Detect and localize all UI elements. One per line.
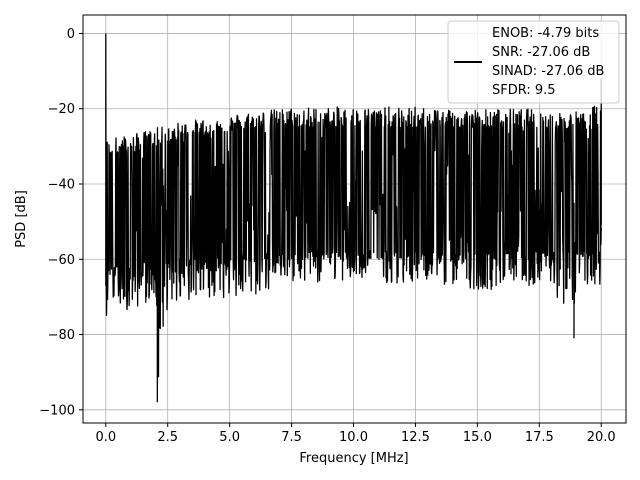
x-axis: 0.0 2.5 5.0 7.5 10.0 12.5 15.0 17.5 20.0 xyxy=(95,423,616,445)
x-tick-label: 2.5 xyxy=(157,430,178,445)
legend-entry: ENOB: -4.79 bits xyxy=(492,26,599,41)
y-tick-label: −60 xyxy=(48,253,75,268)
x-tick-label: 12.5 xyxy=(401,430,430,445)
legend-entry: SFDR: 9.5 xyxy=(492,83,556,98)
y-axis: 0 −20 −40 −60 −80 −100 xyxy=(39,27,83,418)
y-axis-title: PSD [dB] xyxy=(14,190,29,248)
x-axis-title: Frequency [MHz] xyxy=(299,451,408,466)
legend-box xyxy=(447,20,620,104)
axes-frame xyxy=(82,14,627,424)
legend-entry: SINAD: -27.06 dB xyxy=(492,64,604,79)
x-tick-label: 7.5 xyxy=(281,430,302,445)
x-tick-label: 10.0 xyxy=(339,430,368,445)
x-tick-label: 5.0 xyxy=(219,430,240,445)
x-tick-label: 20.0 xyxy=(587,430,616,445)
y-tick-label: −20 xyxy=(48,102,75,117)
y-tick-label: −80 xyxy=(48,328,75,343)
x-tick-label: 0.0 xyxy=(95,430,116,445)
plot-area xyxy=(105,33,602,403)
y-tick-label: −100 xyxy=(39,403,75,418)
psd-series-line xyxy=(105,33,602,403)
legend-entry: SNR: -27.06 dB xyxy=(492,45,590,60)
y-tick-label: −40 xyxy=(48,177,75,192)
legend: ENOB: -4.79 bits SNR: -27.06 dB SINAD: -27… xyxy=(447,20,620,104)
y-tick-label: 0 xyxy=(67,27,75,42)
x-tick-label: 17.5 xyxy=(525,430,554,445)
x-tick-label: 15.0 xyxy=(463,430,492,445)
